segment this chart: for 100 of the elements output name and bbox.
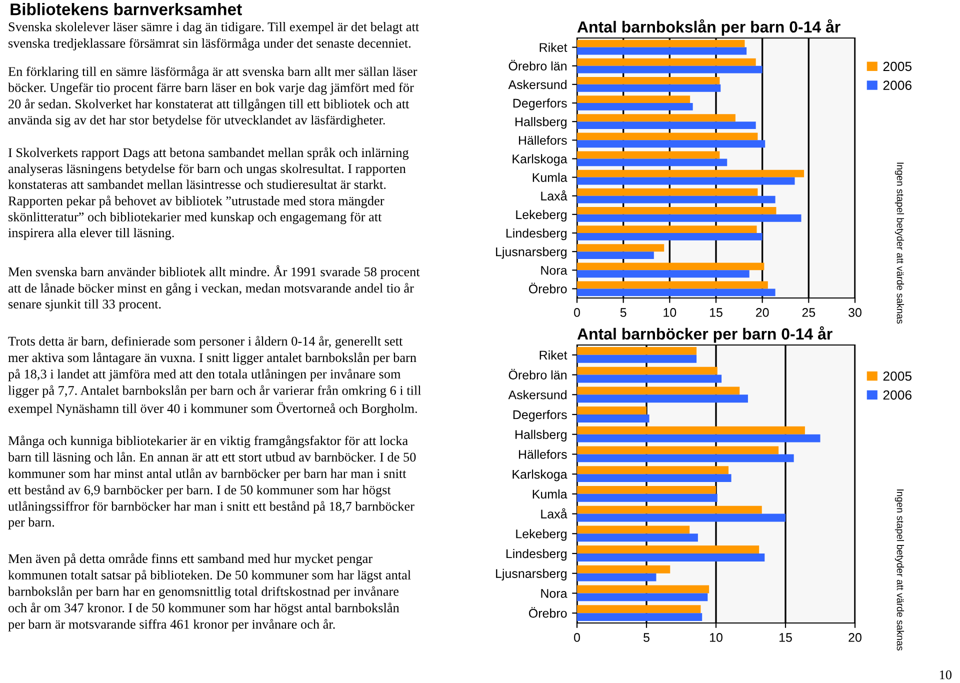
bar <box>577 226 757 233</box>
y-tick-label: Degerfors <box>513 410 567 422</box>
chart-title: Antal barnbokslån per barn 0-14 år <box>577 19 840 36</box>
x-tick-label: 30 <box>848 308 862 317</box>
bar <box>577 84 721 92</box>
bar <box>577 140 766 148</box>
x-tick-label: 20 <box>756 308 769 317</box>
y-tick-label: Örebro län <box>508 368 566 380</box>
y-tick-label: Kumla <box>532 172 568 182</box>
bar <box>577 446 779 454</box>
y-tick-label: Hällefors <box>518 450 567 459</box>
y-tick-label: Ljusnarsberg <box>496 247 566 259</box>
text: Svenska skolelever läser sämre i dag än tidigare. Till exempel är det belagt att svenska tredjeklassare försämrat sin läsförmåga under det senaste decenniet. <box>8 22 420 50</box>
y-tick-label: Askersund <box>508 390 566 400</box>
bar <box>577 366 718 375</box>
bar <box>577 546 760 554</box>
bar <box>577 526 690 534</box>
bar <box>577 386 740 395</box>
x-tick-label: 5 <box>644 633 650 642</box>
bar <box>577 132 758 140</box>
y-tick-label: Hallsberg <box>516 117 566 129</box>
text: Ingen stapel betyder att värde saknas <box>894 490 904 650</box>
legend-label: 2006 <box>883 390 912 400</box>
y-tick-label: Laxå <box>541 508 568 518</box>
bar <box>577 262 764 270</box>
bar <box>577 66 762 74</box>
y-tick-label: Laxå <box>541 190 568 201</box>
y-tick-label: Kumla <box>532 489 568 499</box>
bar <box>577 214 802 222</box>
bar <box>577 414 650 422</box>
bar <box>577 40 745 48</box>
y-tick-label: Lekeberg <box>516 529 566 541</box>
y-tick-label: Riket <box>540 42 568 52</box>
y-tick-label: Hallsberg <box>516 430 566 442</box>
bar <box>577 114 736 122</box>
bar <box>577 554 765 562</box>
bar <box>577 585 710 594</box>
bar <box>577 454 794 462</box>
text: Men svenska barn använder bibliotek allt mindre. År 1991 svarade 58 procent att de lånade böcker minst en gång i veckan, medan motsvarande andel tio år senare sjunkit till 33 procent. <box>8 265 420 312</box>
y-tick-label: Askersund <box>508 80 566 90</box>
text: En förklaring till en sämre läsförmåga är att svenska barn allt mer sällan läser böcker. Ungefär tio procent färre barn läser en bok varje dag jämfört med för 20 år sedan. Skolverket har konstaterat att tillgången till ett bibliotek och att använda sig av det har stor betydelse för utvecklandet av läsfärdigheter. <box>8 66 418 128</box>
bar <box>577 354 697 363</box>
bar <box>577 374 722 383</box>
text: Bibliotekens barnverksamhet <box>10 3 242 16</box>
y-tick-label: Hällefors <box>518 136 567 145</box>
bar <box>577 170 804 178</box>
x-tick-label: 10 <box>664 308 676 317</box>
x-tick-label: 0 <box>574 308 580 317</box>
y-tick-label: Örebro län <box>508 60 566 71</box>
y-tick-label: Örebro <box>528 607 567 618</box>
text: Trots detta är barn, definierade som personer i åldern 0-14 år, generellt sett mer aktiva som låntagare än vuxna. I snitt ligger antalet barnbokslån per barn på 18,3 i landet att jämföra med att den totala utlåningen per invånare som ligger på 7,7. Antalet barnbokslån per barn och år varierar från omkring 6 i till exempel Nynäshamn till över 40 i kommuner som Övertorneå och Borgholm. <box>8 336 422 416</box>
y-tick-label: Lekeberg <box>516 210 566 222</box>
y-tick-label: Lindesberg <box>506 548 566 561</box>
x-tick-label: 10 <box>710 633 722 642</box>
bar <box>577 426 805 434</box>
bar <box>577 281 768 289</box>
bar <box>577 96 690 103</box>
y-tick-label: Karlskoga <box>512 470 568 482</box>
bar <box>577 122 756 129</box>
x-tick-label: 0 <box>574 633 580 642</box>
bar <box>577 466 729 474</box>
bar <box>577 474 732 482</box>
bar <box>577 394 748 403</box>
bar <box>577 565 670 574</box>
bar <box>577 158 728 166</box>
legend-label: 2005 <box>883 371 912 381</box>
text: 10 <box>940 670 952 680</box>
bar <box>577 77 720 84</box>
bar <box>577 288 776 296</box>
bar <box>577 605 701 614</box>
legend-label: 2005 <box>883 62 912 72</box>
bar <box>577 346 697 355</box>
y-tick-label: Nora <box>541 266 568 275</box>
bar <box>577 486 716 494</box>
text: Men även på detta område finns ett samband med hur mycket pengar kommunen totalt satsar på biblioteken. De 50 kommuner som har lägst antal barnbokslån per barn har en genomsnittlig total driftskostnad per invånare och år om 347 kronor. I de 50 kommuner som har högst antal barnbokslån per barn är motsvarande siffra 461 kronor per invånare och år. <box>8 553 411 632</box>
x-tick-label: 5 <box>620 308 626 317</box>
bar <box>577 270 750 278</box>
bar <box>577 244 664 252</box>
legend-label: 2006 <box>883 80 912 90</box>
bar <box>577 573 656 582</box>
text: Ingen stapel betyder att värde saknas <box>894 162 904 324</box>
bar <box>577 593 708 602</box>
bar <box>577 196 776 204</box>
bar <box>577 506 762 514</box>
y-tick-label: Örebro <box>528 282 567 294</box>
chart-title: Antal barnböcker per barn 0-14 år <box>577 326 832 343</box>
text: Många och kunniga bibliotekarier är en viktig framgångsfaktor för att locka barn till läsning och lån. En annan är att ett stort utbud av barnböcker. I de 50 kommuner som har minst antal utlån av barnböcker per barn har man i snitt ett bestånd av 6,9 barnböcker per barn. I de 50 kommuner som har högst utlåningssiffror för barnböcker har man i snitt ett bestånd på 18,7 barnböcker per barn. <box>8 436 416 530</box>
bar <box>577 494 718 502</box>
bar <box>577 188 758 196</box>
bar <box>577 514 786 522</box>
y-tick-label: Riket <box>540 350 568 360</box>
x-tick-label: 15 <box>780 633 792 642</box>
bar <box>577 47 747 55</box>
text: I Skolverkets rapport Dags att betona sambandet mellan språk och inlärning analyseras läsningens betydelse för barn och ungas skolresultat. I rapporten konstateras att sambandet mellan läsintresse och studieresultat är starkt. Rapporten pekar på behovet av bibliotek ”utrustade med stora mängder skönlitteratur” och bibliotekarier med kunskap och engagemang för att inspirera alla elever till läsning. <box>8 147 409 240</box>
bar <box>577 434 820 442</box>
bar <box>577 151 720 159</box>
bar <box>577 177 795 185</box>
bar <box>577 233 762 240</box>
x-tick-label: 15 <box>710 308 722 317</box>
bar <box>577 103 693 110</box>
